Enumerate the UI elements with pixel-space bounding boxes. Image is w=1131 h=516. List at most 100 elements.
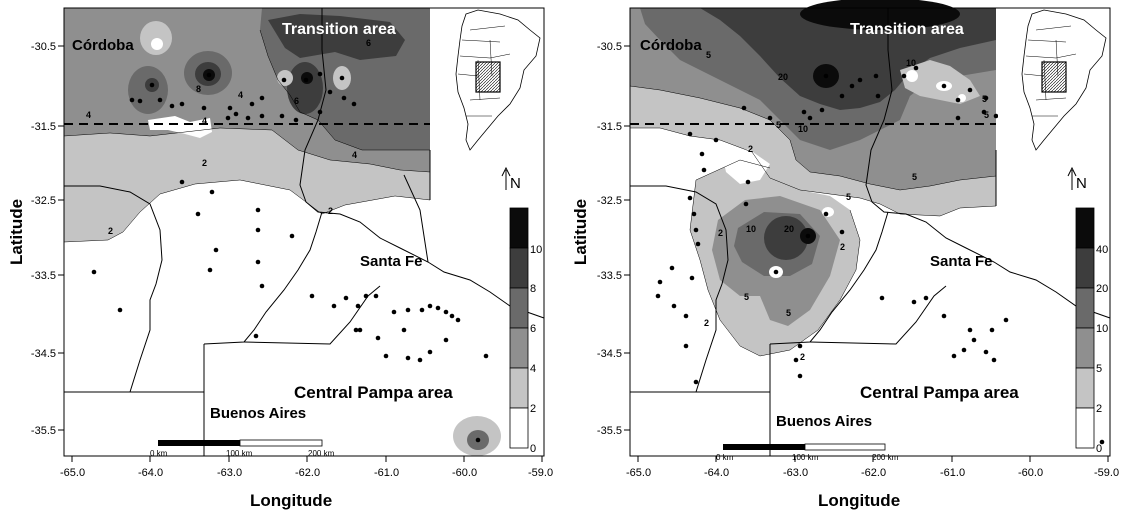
station-point [951, 353, 957, 359]
station-point [179, 101, 185, 107]
x-tick-label: -63.0 [217, 467, 242, 479]
x-tick-label: -62.0 [295, 467, 320, 479]
station-point [259, 113, 265, 119]
right-x-axis-label: Longitude [818, 491, 900, 510]
station-point [875, 93, 881, 99]
station-point [713, 137, 719, 143]
station-point [293, 117, 299, 123]
left-contour-label: 6 [366, 38, 371, 48]
left-legend-tick: 0 [530, 443, 536, 455]
legend-swatch [509, 207, 529, 249]
y-tick-label: -33.5 [31, 270, 56, 282]
right-station-points [655, 65, 1105, 445]
station-point [279, 113, 285, 119]
station-point [773, 269, 779, 275]
station-point [967, 327, 973, 333]
x-tick-label: -62.0 [861, 467, 886, 479]
station-point [687, 195, 693, 201]
buenos-aires-label: Buenos Aires [210, 405, 306, 422]
station-point [383, 353, 389, 359]
left-contour-label: 4 [86, 110, 91, 120]
station-point [989, 327, 995, 333]
left-blob-5 [140, 21, 172, 55]
x-tick-label: -60.0 [1018, 467, 1043, 479]
y-tick-label: -35.5 [597, 425, 622, 437]
left-contour-label: 8 [196, 84, 201, 94]
station-point [671, 303, 677, 309]
station-point [941, 83, 947, 89]
right-contour-label: 2 [800, 352, 805, 362]
right-contour-label: 5 [786, 308, 791, 318]
station-point [941, 313, 947, 319]
station-point [873, 73, 879, 79]
right-contour-label: 10 [798, 124, 808, 134]
station-point [801, 109, 807, 115]
station-point [317, 71, 323, 77]
x-tick-label: -59.0 [528, 467, 553, 479]
station-point [475, 437, 481, 443]
left-blob-5-center [151, 38, 163, 50]
x-tick-label: -65.0 [626, 467, 651, 479]
station-point [1099, 439, 1105, 445]
station-point [745, 179, 751, 185]
right-legend-tick: 0 [1096, 443, 1102, 455]
right-south-white-2 [822, 207, 834, 217]
right-contour-label: 10 [746, 224, 756, 234]
right-map-panel: 5 20 10 5 2 2 5 10 20 5 5 2 2 5 5 10 5 2… [571, 0, 1119, 510]
legend-swatch [509, 327, 529, 369]
legend-swatch [1075, 287, 1095, 329]
left-legend-tick: 4 [530, 363, 536, 375]
station-point [993, 113, 999, 119]
station-point [245, 115, 251, 121]
right-contour-label: 5 [846, 192, 851, 202]
station-point [691, 211, 697, 217]
right-contour-label: 5 [982, 94, 987, 104]
left-contour-label: 2 [108, 226, 113, 236]
station-point [405, 355, 411, 361]
station-point [309, 293, 315, 299]
right-plot-frame [629, 7, 1111, 457]
station-point [201, 105, 207, 111]
station-point [331, 303, 337, 309]
right-legend-tick: 5 [1096, 363, 1102, 375]
station-point [743, 201, 749, 207]
station-point [343, 295, 349, 301]
station-point [443, 337, 449, 343]
right-contour-label: 10 [906, 58, 916, 68]
station-point [317, 109, 323, 115]
station-point [355, 303, 361, 309]
station-point [289, 233, 295, 239]
scale-label-0: 0 km [150, 449, 168, 458]
station-point [169, 103, 175, 109]
left-y-tick-labels: -30.5 -31.5 -32.5 -33.5 -34.5 -35.5 [31, 41, 56, 437]
station-point [693, 227, 699, 233]
station-point [339, 75, 345, 81]
station-point [303, 77, 309, 83]
north-label: N [510, 175, 521, 192]
station-point [427, 349, 433, 355]
right-contour-labels: 5 20 10 5 2 2 5 10 20 5 5 2 2 5 5 10 5 2 [704, 50, 989, 362]
station-point [991, 357, 997, 363]
legend-swatch [509, 287, 529, 329]
right-contour-label: 20 [784, 224, 794, 234]
right-y-tick-labels: -30.5 -31.5 -32.5 -33.5 -34.5 -35.5 [597, 41, 622, 437]
left-x-axis-label: Longitude [250, 491, 332, 510]
station-point [483, 353, 489, 359]
transition-area-label-right: Transition area [850, 21, 964, 38]
legend-swatch [509, 367, 529, 409]
left-fill-dark-core [268, 14, 405, 60]
station-point [983, 349, 989, 355]
transition-area-label: Transition area [282, 21, 396, 38]
station-point [839, 93, 845, 99]
right-contour-label: 5 [744, 292, 749, 302]
right-contour-fills [630, 0, 996, 356]
station-point [259, 283, 265, 289]
left-contour-label: 4 [238, 90, 243, 100]
station-point [427, 303, 433, 309]
left-province-borders [64, 8, 545, 456]
right-x-tick-labels: -65.0 -64.0 -63.0 -62.0 -61.0 -60.0 -59.… [626, 467, 1119, 479]
station-point [805, 233, 811, 239]
santa-fe-label-right: Santa Fe [930, 253, 993, 270]
station-point [91, 269, 97, 275]
station-point [693, 379, 699, 385]
